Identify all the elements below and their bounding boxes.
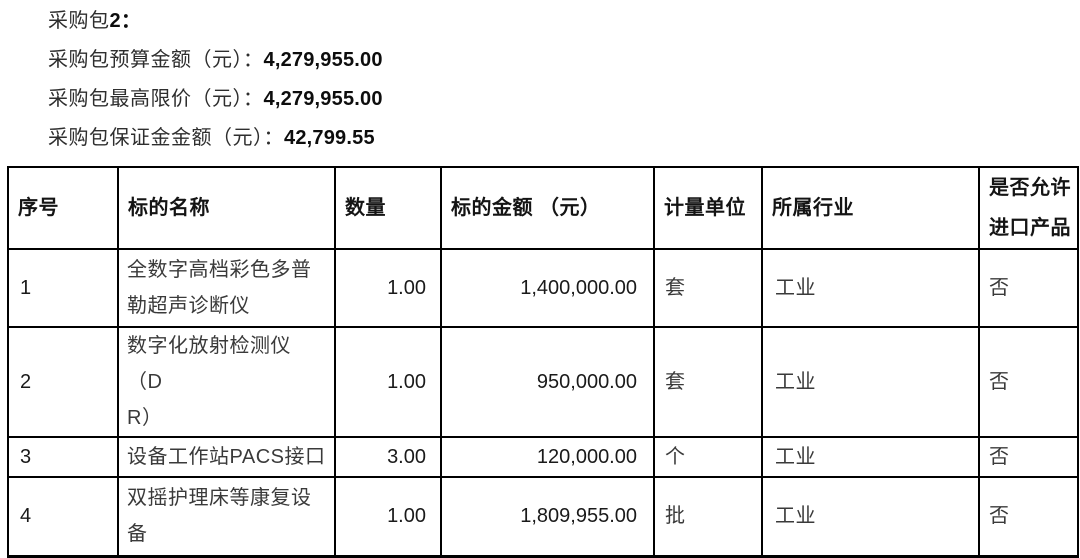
col-header-name: 标的名称 [117, 166, 336, 250]
pack-deposit-label: 采购包保证金金额（元）： [48, 127, 284, 149]
cell-amount: 1,400,000.00 [440, 248, 655, 328]
items-table: 序号 标的名称 数量 标的金额 （元） 计量单位 所属行业 是否允许 进口产品 … [7, 166, 1079, 558]
table-row: 2 数字化放射检测仪（D R） 1.00 950,000.00 套 工业 否 [7, 326, 1079, 438]
pack-deposit: 采购包保证金金额（元）：42,799.55 [48, 119, 383, 158]
pack-deposit-value: 42,799.55 [284, 127, 375, 149]
cell-industry: 工业 [761, 436, 980, 478]
table-row: 4 双摇护理床等康复设 备 1.00 1,809,955.00 批 工业 否 [7, 476, 1079, 557]
pack-max-price: 采购包最高限价（元）：4,279,955.00 [48, 80, 383, 119]
pack-title-value: 2： [109, 10, 142, 32]
pack-max-price-label: 采购包最高限价（元）： [48, 88, 264, 110]
cell-unit: 批 [653, 476, 763, 557]
cell-name: 设备工作站PACS接口 [117, 436, 336, 478]
cell-index: 1 [7, 248, 119, 328]
pack-max-price-value: 4,279,955.00 [263, 88, 383, 110]
col-header-index: 序号 [7, 166, 119, 250]
cell-unit: 套 [653, 326, 763, 438]
cell-industry: 工业 [761, 248, 980, 328]
cell-quantity: 3.00 [334, 436, 442, 478]
cell-amount: 120,000.00 [440, 436, 655, 478]
cell-name: 全数字高档彩色多普 勒超声诊断仪 [117, 248, 336, 328]
col-header-amount: 标的金额 （元） [440, 166, 655, 250]
cell-amount: 1,809,955.00 [440, 476, 655, 557]
cell-import-allowed: 否 [978, 248, 1079, 328]
table-header-row: 序号 标的名称 数量 标的金额 （元） 计量单位 所属行业 是否允许 进口产品 [7, 166, 1079, 250]
cell-industry: 工业 [761, 326, 980, 438]
cell-quantity: 1.00 [334, 326, 442, 438]
cell-quantity: 1.00 [334, 476, 442, 557]
cell-unit: 个 [653, 436, 763, 478]
cell-import-allowed: 否 [978, 436, 1079, 478]
cell-name: 数字化放射检测仪（D R） [117, 326, 336, 438]
col-header-import-allowed: 是否允许 进口产品 [978, 166, 1079, 250]
cell-import-allowed: 否 [978, 476, 1079, 557]
cell-industry: 工业 [761, 476, 980, 557]
pack-title-label: 采购包 [48, 10, 110, 32]
cell-index: 2 [7, 326, 119, 438]
pack-summary: 采购包2： 采购包预算金额（元）：4,279,955.00 采购包最高限价（元）… [48, 2, 383, 158]
cell-unit: 套 [653, 248, 763, 328]
pack-title: 采购包2： [48, 2, 383, 41]
col-header-industry: 所属行业 [761, 166, 980, 250]
table-row: 3 设备工作站PACS接口 3.00 120,000.00 个 工业 否 [7, 436, 1079, 478]
cell-index: 3 [7, 436, 119, 478]
pack-budget: 采购包预算金额（元）：4,279,955.00 [48, 41, 383, 80]
table-row: 1 全数字高档彩色多普 勒超声诊断仪 1.00 1,400,000.00 套 工… [7, 248, 1079, 328]
cell-name: 双摇护理床等康复设 备 [117, 476, 336, 557]
cell-quantity: 1.00 [334, 248, 442, 328]
cell-index: 4 [7, 476, 119, 557]
cell-amount: 950,000.00 [440, 326, 655, 438]
pack-budget-value: 4,279,955.00 [263, 49, 383, 71]
col-header-quantity: 数量 [334, 166, 442, 250]
cell-import-allowed: 否 [978, 326, 1079, 438]
pack-budget-label: 采购包预算金额（元）： [48, 49, 264, 71]
col-header-unit: 计量单位 [653, 166, 763, 250]
